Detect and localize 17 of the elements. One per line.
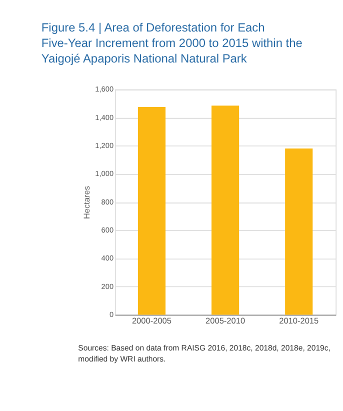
x-tick-label: 2005-2010 <box>206 316 246 326</box>
bar <box>285 148 313 315</box>
x-tick-label: 2000-2005 <box>132 316 172 326</box>
y-tick-label: 1,000 <box>95 169 114 178</box>
y-tick-label: 200 <box>101 282 114 291</box>
bar <box>138 107 166 315</box>
y-tick-label: 1,400 <box>95 112 114 122</box>
x-tick-label: 2010-2015 <box>279 316 320 326</box>
y-tick-label: 800 <box>101 197 114 206</box>
y-tick-label: 1,200 <box>95 141 114 150</box>
chart-title: Figure 5.4 | Area of Deforestation for Each Five-Year Increment from 2000 to 2015 within the Yaigojé Apaporis National Natural Park <box>41 20 303 66</box>
bar <box>212 106 240 315</box>
y-tick-label: 600 <box>101 226 114 235</box>
y-tick-label: 400 <box>101 254 114 263</box>
y-tick-label: 1,600 <box>95 84 114 94</box>
y-axis-title: Hectares <box>82 186 92 220</box>
y-tick-label: 0 <box>109 310 114 320</box>
